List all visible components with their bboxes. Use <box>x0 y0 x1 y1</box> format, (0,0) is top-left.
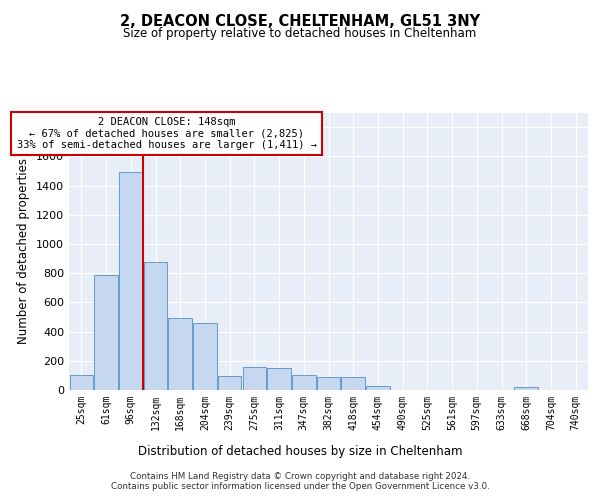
Y-axis label: Number of detached properties: Number of detached properties <box>17 158 31 344</box>
Bar <box>292 376 316 390</box>
Text: 2, DEACON CLOSE, CHELTENHAM, GL51 3NY: 2, DEACON CLOSE, CHELTENHAM, GL51 3NY <box>120 14 480 29</box>
Bar <box>514 387 538 390</box>
Bar <box>119 172 143 390</box>
Text: 2 DEACON CLOSE: 148sqm
← 67% of detached houses are smaller (2,825)
33% of semi-: 2 DEACON CLOSE: 148sqm ← 67% of detached… <box>17 117 317 150</box>
Bar <box>341 377 365 390</box>
Bar <box>218 376 241 390</box>
Bar <box>144 262 167 390</box>
Text: Contains HM Land Registry data © Crown copyright and database right 2024.: Contains HM Land Registry data © Crown c… <box>130 472 470 481</box>
Bar <box>70 374 93 390</box>
Bar <box>193 323 217 390</box>
Bar <box>268 368 291 390</box>
Text: Size of property relative to detached houses in Cheltenham: Size of property relative to detached ho… <box>124 28 476 40</box>
Text: Distribution of detached houses by size in Cheltenham: Distribution of detached houses by size … <box>138 444 462 458</box>
Bar <box>169 318 192 390</box>
Bar <box>366 386 389 390</box>
Bar <box>317 377 340 390</box>
Text: Contains public sector information licensed under the Open Government Licence v3: Contains public sector information licen… <box>110 482 490 491</box>
Bar <box>242 368 266 390</box>
Bar <box>94 274 118 390</box>
